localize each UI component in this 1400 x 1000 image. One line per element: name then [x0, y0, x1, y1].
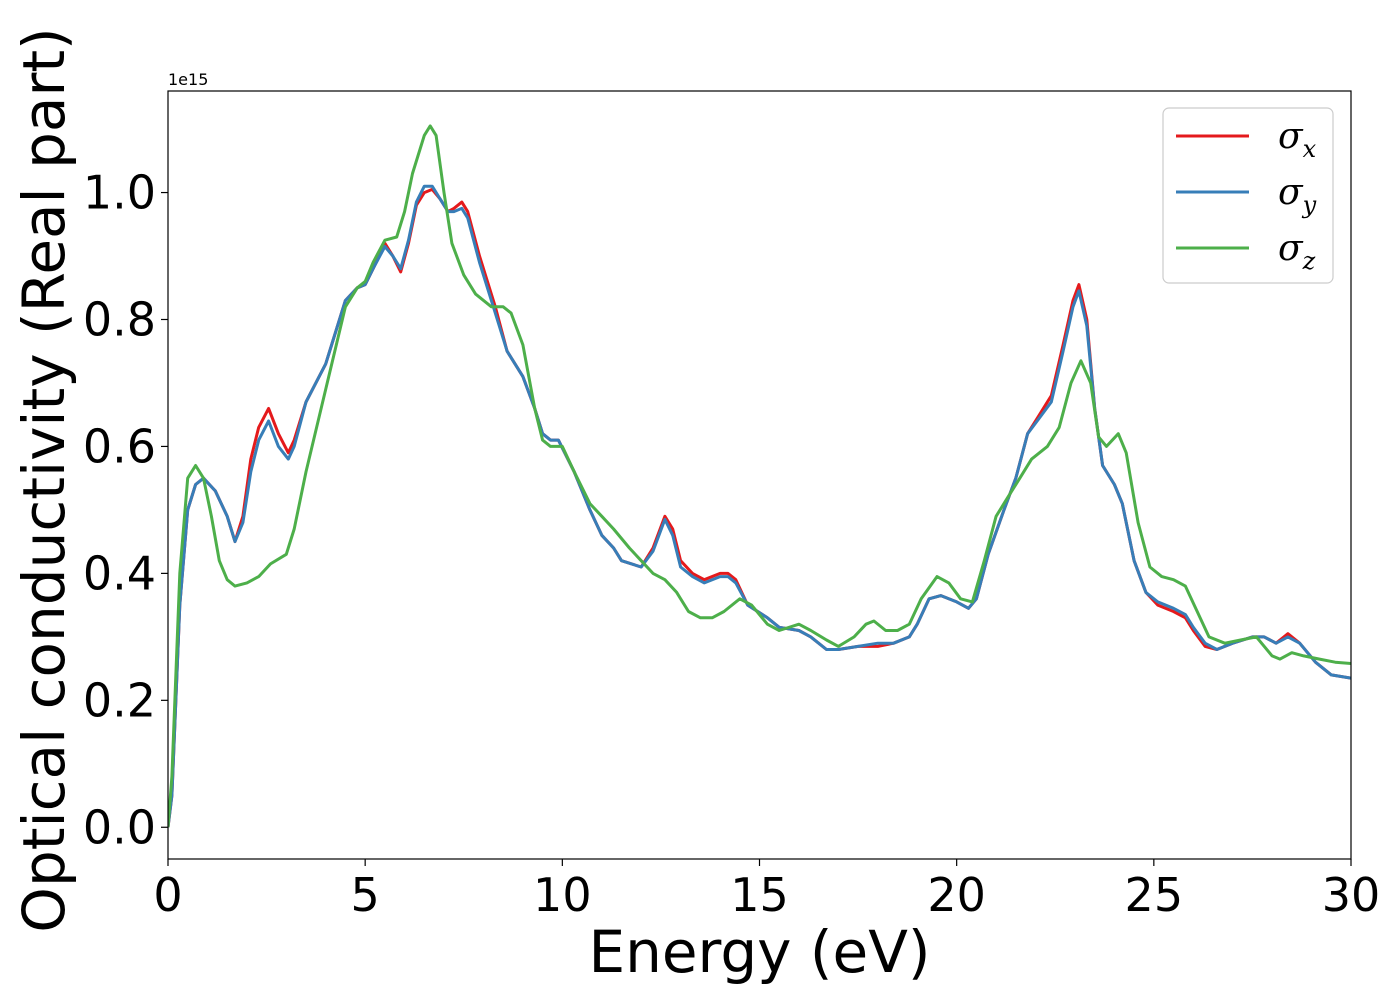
x-tick-label: 20	[927, 868, 986, 922]
legend: σx σy σz	[1162, 107, 1334, 284]
y-tick-label: 0.8	[83, 292, 156, 346]
x-tick-label: 10	[533, 868, 592, 922]
x-tick-label: 25	[1125, 868, 1184, 922]
y-tick-label: 0.6	[83, 419, 156, 473]
series-line-x	[168, 187, 1351, 828]
y-tick-label: 0.4	[83, 546, 156, 600]
y-tick-label: 0.0	[83, 800, 156, 854]
legend-label-y: σy	[1278, 172, 1317, 219]
y-tick-label: 0.2	[83, 673, 156, 727]
x-tick-label: 15	[730, 868, 789, 922]
x-tick-label: 0	[153, 868, 182, 922]
axis-ticks: 0 5 10 15 20 25 30 0.0 0.2 0.4 0.6 0.8 1.0	[83, 166, 1380, 922]
legend-label-x: σx	[1278, 116, 1317, 163]
y-axis-title: Optical conductivity (Real part)	[10, 27, 78, 932]
x-axis-title: Energy (eV)	[588, 918, 930, 986]
legend-frame	[1162, 107, 1334, 284]
legend-label-z: σz	[1278, 228, 1316, 275]
y-axis-offset-label: 1e15	[168, 70, 208, 89]
y-tick-label: 1.0	[83, 166, 156, 220]
x-tick-label: 30	[1322, 868, 1381, 922]
series-layer	[168, 124, 1351, 828]
series-line-y	[168, 184, 1351, 828]
series-line-z	[168, 124, 1351, 828]
x-tick-label: 5	[351, 868, 380, 922]
